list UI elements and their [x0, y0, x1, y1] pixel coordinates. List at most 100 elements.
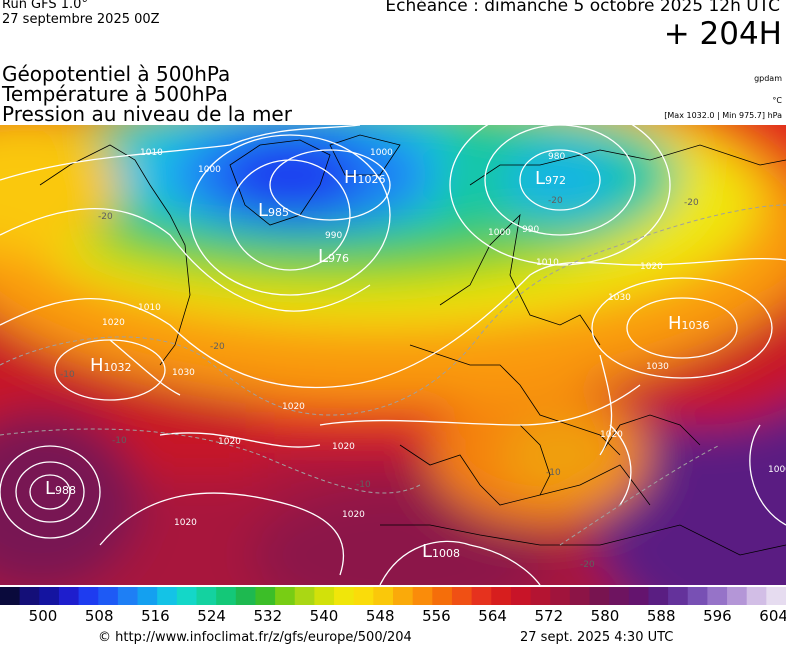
color-scale-swatch	[707, 587, 728, 605]
isobar-label: 990	[325, 231, 343, 241]
isobar-label: 1000	[370, 148, 393, 158]
color-scale-swatch	[39, 587, 60, 605]
pressure-center-letter: L	[45, 478, 56, 499]
pressure-center-value: 1036	[681, 319, 710, 332]
color-scale-swatch	[589, 587, 610, 605]
color-scale-swatch	[0, 587, 21, 605]
low-pressure-center: L1008	[422, 541, 460, 562]
temperature-label: -20	[98, 212, 113, 222]
color-scale-tick-label: 588	[646, 607, 676, 625]
high-pressure-center: H1026	[344, 167, 386, 188]
color-scale-swatch	[451, 587, 473, 605]
color-scale-tick-label: 540	[309, 607, 339, 625]
color-scale-swatch	[176, 587, 197, 605]
color-scale-swatch	[628, 587, 649, 605]
temperature-label: -20	[580, 560, 595, 570]
isobar-label: 1020	[218, 437, 241, 447]
title-pressure: Pression au niveau de la mer	[2, 102, 292, 126]
color-scale-swatch	[569, 587, 590, 605]
color-scale-swatch	[98, 587, 119, 605]
low-pressure-center: L988	[45, 478, 76, 499]
isobar-label: 1020	[342, 510, 365, 520]
color-scale-tick-label: 548	[365, 607, 395, 625]
color-scale-swatch	[668, 587, 689, 605]
pressure-range: [Max 1032.0 | Min 975.7] hPa	[664, 111, 782, 120]
temperature-label: -10	[60, 370, 75, 380]
color-scale-tick-label: 532	[253, 607, 283, 625]
isobar-label: 1030	[608, 293, 631, 303]
copyright-url: © http://www.infoclimat.fr/z/gfs/europe/…	[98, 630, 412, 645]
pressure-center-letter: L	[258, 200, 269, 221]
forecast-valid-time: Échéance : dimanche 5 octobre 2025 12h U…	[385, 0, 780, 16]
isobar-label: 1000	[198, 165, 221, 175]
isobar-label: 1010	[140, 148, 163, 158]
color-scale-swatch	[78, 587, 99, 605]
pressure-center-value: 1026	[357, 173, 386, 186]
footer-timestamp: 27 sept. 2025 4:30 UTC	[520, 630, 674, 645]
title-geopotential: Géopotentiel à 500hPa	[2, 62, 231, 86]
color-scale-swatch	[235, 587, 256, 605]
color-scale-tick-label: 572	[534, 607, 564, 625]
color-scale-swatch	[157, 587, 178, 605]
color-scale	[0, 587, 786, 605]
isobar-label: 1010	[536, 258, 559, 268]
color-scale-swatch	[294, 587, 315, 605]
isobar-label: 980	[548, 152, 566, 162]
isobar-label: 990	[522, 225, 540, 235]
unit-temperature: °C	[772, 96, 782, 105]
pressure-center-letter: H	[344, 167, 358, 188]
color-scale-tick-label: 500	[28, 607, 58, 625]
temperature-label: -20	[684, 198, 699, 208]
color-scale-tick-label: 556	[422, 607, 451, 625]
color-scale-swatch	[137, 587, 158, 605]
low-pressure-center: L976	[318, 246, 349, 267]
color-scale-tick-label: 516	[141, 607, 170, 625]
color-scale-swatch	[255, 587, 276, 605]
pressure-center-letter: H	[90, 355, 104, 376]
pressure-center-value: 976	[328, 252, 350, 265]
color-scale-swatch	[117, 587, 139, 605]
color-scale-ticks: 500 508 516 524 532 540 548 556 564 572 580 588 596 6…	[0, 607, 786, 629]
color-scale-tick-label: 524	[197, 607, 226, 625]
pressure-center-letter: H	[668, 313, 682, 334]
color-scale-swatch	[373, 587, 394, 605]
isobar-label: 1030	[172, 368, 195, 378]
temperature-label: -10	[112, 436, 127, 446]
isobars	[0, 125, 786, 585]
color-scale-tick-label: 604	[759, 607, 786, 625]
temperature-label: -20	[548, 196, 563, 206]
high-pressure-center: H1032	[90, 355, 132, 376]
color-scale-swatch	[393, 587, 414, 605]
forecast-lead-time: + 204H	[663, 16, 782, 52]
color-scale-swatch	[353, 587, 374, 605]
color-scale-swatch	[609, 587, 630, 605]
color-scale-swatch	[530, 587, 551, 605]
isobar-label: 1020	[600, 430, 623, 440]
pressure-center-value: 985	[268, 206, 290, 219]
color-scale-swatch	[746, 587, 767, 605]
color-scale-tick-label: 596	[703, 607, 732, 625]
pressure-center-letter: L	[535, 168, 546, 189]
color-scale-swatch	[550, 587, 571, 605]
isobar-label: 1000	[488, 228, 511, 238]
color-scale-swatch	[491, 587, 512, 605]
color-scale-swatch	[432, 587, 453, 605]
color-scale-swatch	[196, 587, 217, 605]
color-scale-swatch	[471, 587, 492, 605]
color-scale-swatch	[58, 587, 80, 605]
isobar-label: 1020	[102, 318, 125, 328]
color-scale-swatch	[216, 587, 237, 605]
low-pressure-center: L972	[535, 168, 566, 189]
isobar-label: 1020	[174, 518, 197, 528]
isobar-label: 1020	[282, 402, 305, 412]
isobar-label: 1000	[768, 465, 786, 475]
color-scale-swatch	[766, 587, 786, 605]
pressure-center-letter: L	[422, 541, 433, 562]
isobar-label: 1030	[646, 362, 669, 372]
color-scale-swatch	[314, 587, 335, 605]
color-scale-swatch	[412, 587, 433, 605]
run-date: 27 septembre 2025 00Z	[2, 12, 160, 27]
pressure-center-value: 988	[55, 484, 77, 497]
color-scale-tick-label: 580	[590, 607, 620, 625]
isobar-label: 1020	[640, 262, 663, 272]
